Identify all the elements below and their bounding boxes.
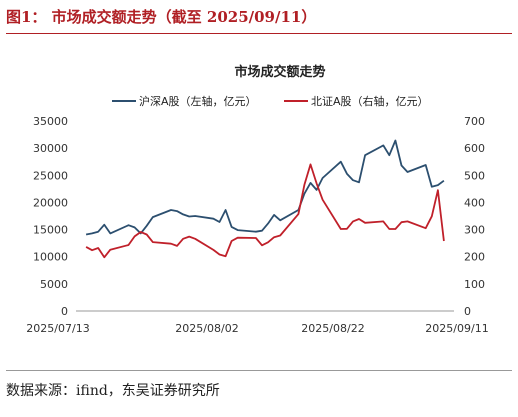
left-tick-label: 10000 [33,251,68,264]
right-axis: 0 100 200 300 400 500 600 700 [464,115,485,318]
right-tick-label: 600 [464,142,485,155]
right-tick-label: 300 [464,224,485,237]
left-tick-label: 35000 [33,115,68,128]
x-tick-label: 2025/08/02 [175,322,238,335]
left-tick-label: 25000 [33,169,68,182]
left-axis: 0 5000 10000 15000 20000 25000 30000 35000 [33,115,68,318]
right-tick-label: 400 [464,196,485,209]
right-tick-label: 200 [464,251,485,264]
legend: 沪深A股（左轴，亿元） 北证A股（右轴，亿元） [112,94,429,108]
left-tick-label: 15000 [33,224,68,237]
source-note: 数据来源：ifind，东吴证券研究所 [6,383,220,399]
left-tick-label: 20000 [33,196,68,209]
right-tick-label: 0 [464,305,471,318]
x-tick-label: 2025/08/22 [301,322,364,335]
left-tick-label: 5000 [40,278,68,291]
source-rule [6,370,512,371]
left-tick-label: 0 [61,305,68,318]
chart-title: 市场成交额走势 [234,64,325,80]
x-tick-label: 2025/09/11 [425,322,488,335]
market-turnover-chart: 市场成交额走势 沪深A股（左轴，亿元） 北证A股（右轴，亿元） 05000100… [26,64,488,335]
right-tick-label: 700 [464,115,485,128]
x-axis-labels: 2025/07/13 2025/08/02 2025/08/22 2025/09/11 [26,322,488,335]
left-tick-label: 30000 [33,142,68,155]
right-tick-label: 500 [464,169,485,182]
right-tick-label: 100 [464,278,485,291]
x-tick-label: 2025/07/13 [26,322,89,335]
figure-title: 图1： 市场成交额走势（截至 2025/09/11） [6,8,317,26]
legend-label-bj: 北证A股（右轴，亿元） [311,94,429,108]
legend-label-sh-sz: 沪深A股（左轴，亿元） [139,94,257,108]
series-line-sh-sz [85,139,445,236]
title-rule [6,33,512,34]
series-line-bj [85,163,445,259]
